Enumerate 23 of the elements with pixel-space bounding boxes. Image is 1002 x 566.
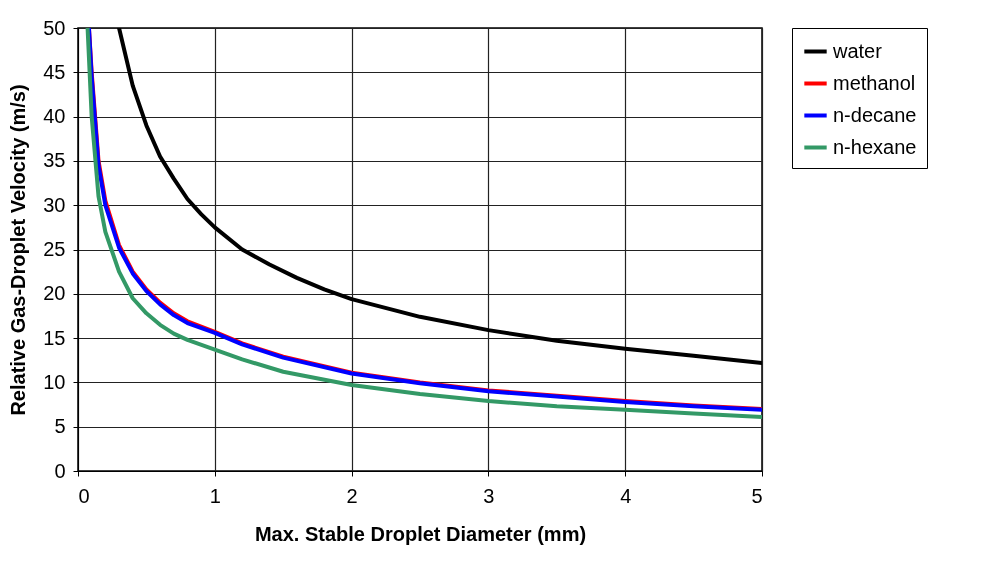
y-tick-label: 0 — [54, 459, 66, 482]
legend-label: n-hexane — [833, 135, 917, 158]
y-tick-label: 50 — [43, 16, 66, 39]
y-tick-label: 5 — [54, 415, 66, 438]
y-tick-label: 30 — [43, 193, 66, 216]
x-tick-label: 4 — [620, 484, 632, 507]
x-tick-label: 3 — [483, 484, 495, 507]
y-tick-label: 35 — [43, 149, 66, 172]
x-tick-label: 2 — [346, 484, 358, 507]
x-tick-label: 5 — [751, 484, 763, 507]
y-tick-label: 20 — [43, 282, 66, 305]
y-tick-label: 15 — [43, 326, 66, 349]
legend-label: n-decane — [833, 103, 917, 126]
y-tick-label: 40 — [43, 105, 66, 128]
y-tick-label: 25 — [43, 238, 66, 260]
y-tick-label: 45 — [43, 60, 66, 83]
x-tick-label: 1 — [209, 484, 221, 507]
legend-label: water — [832, 39, 883, 62]
y-tick-label: 10 — [43, 370, 66, 393]
y-axis-title: Relative Gas-Droplet Velocity (m/s) — [7, 84, 30, 416]
x-axis-title: Max. Stable Droplet Diameter (mm) — [254, 522, 587, 545]
x-tick-label: 0 — [78, 484, 90, 507]
legend-label: methanol — [833, 71, 916, 94]
